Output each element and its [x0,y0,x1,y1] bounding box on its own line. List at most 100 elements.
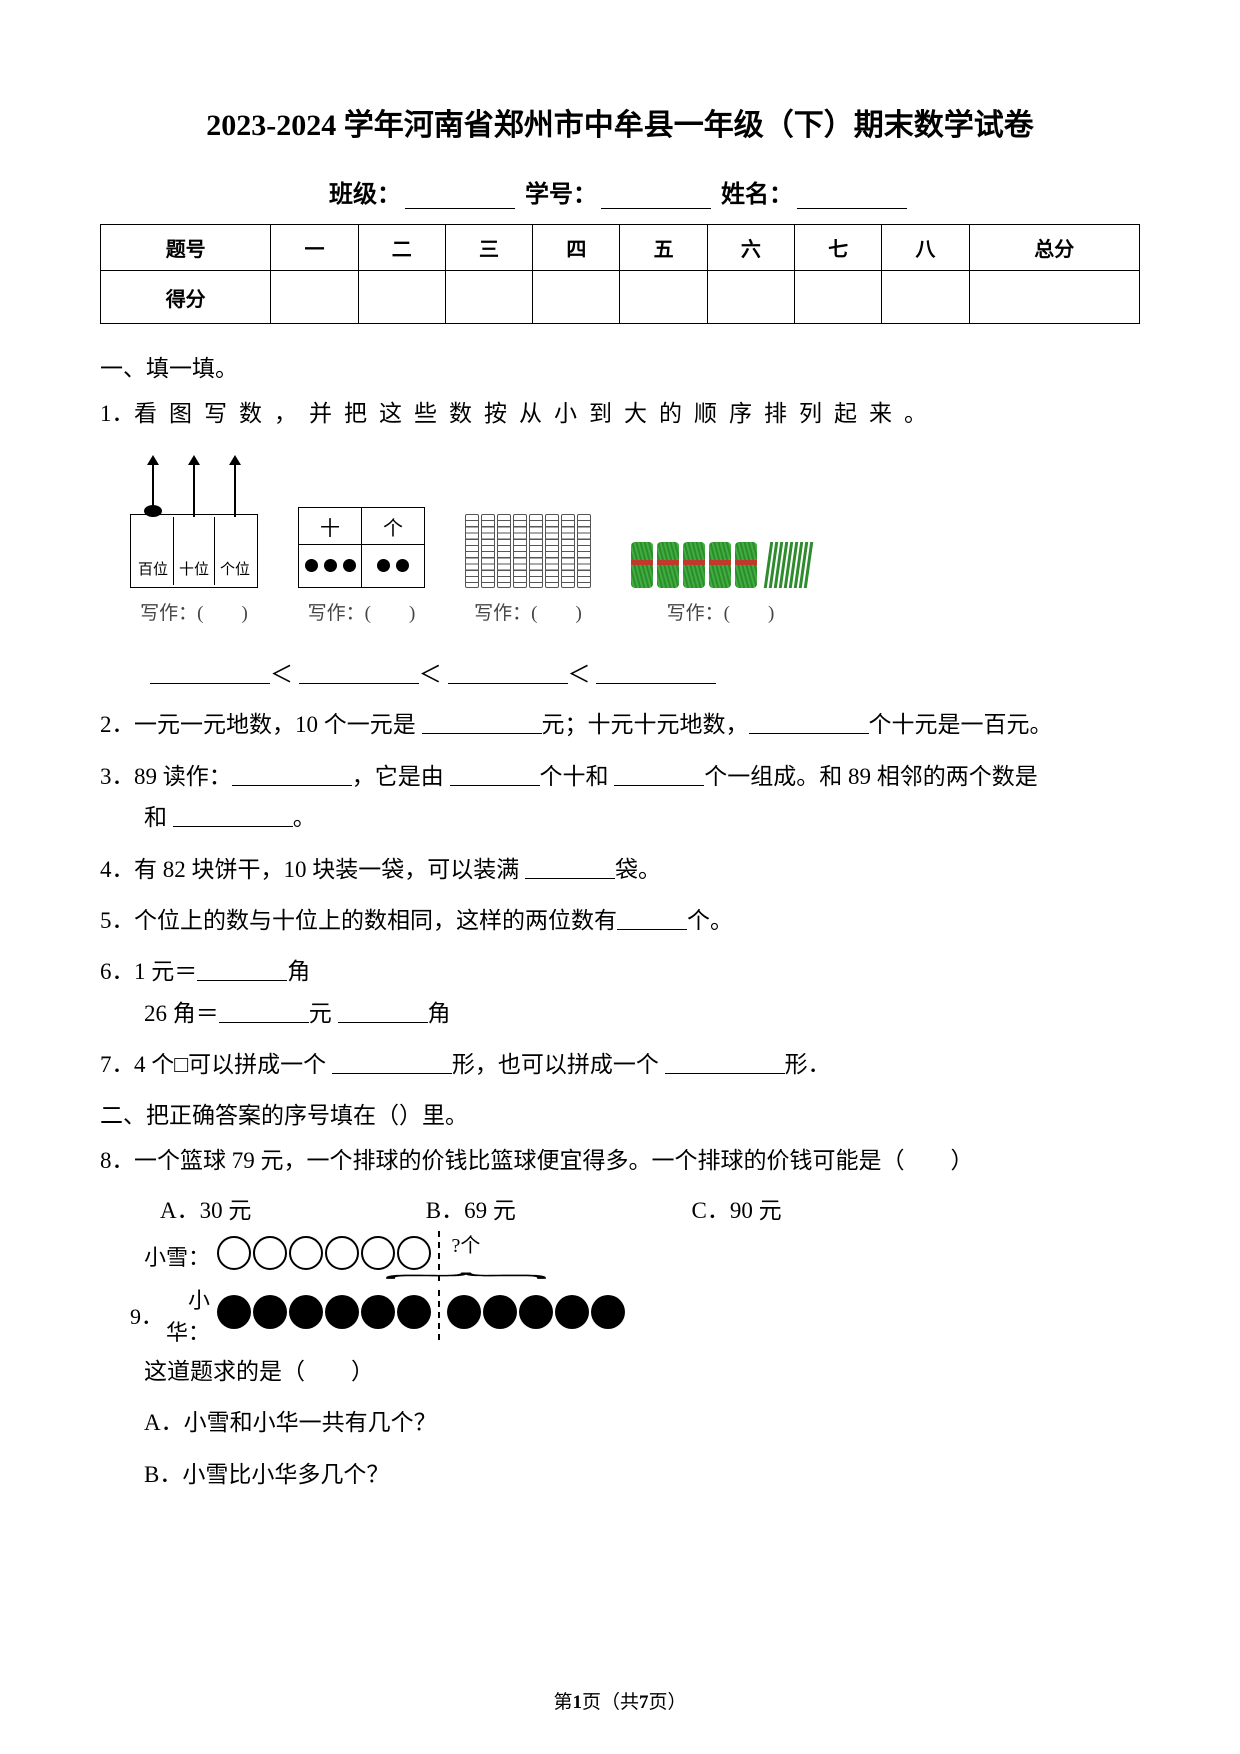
q3-line2: 和 。 [100,797,1140,838]
q7-blank[interactable] [665,1053,785,1074]
brace-icon: ?个 ︷ [446,1233,486,1278]
sticks-icon [631,542,810,588]
ineq-blank[interactable] [150,663,270,684]
score-row-label: 得分 [101,271,271,324]
score-h1: 一 [271,225,358,271]
score-h2: 二 [358,225,445,271]
q9-xiaohua-label: 小华： [158,1283,216,1347]
abacus-icon: 百位 十位 个位 [130,452,258,588]
pv-ones-dots [362,545,425,588]
q1-num: 1． [100,393,134,434]
q1-inequality: ＜ ＜ ＜ [150,655,1140,689]
divider-dash-icon [438,1290,440,1340]
q4-blank[interactable] [525,858,615,879]
q1-write-4: 写作：( ) [667,598,775,625]
question-7: 7．4 个□可以拼成一个 形，也可以拼成一个 形． [100,1044,1140,1085]
q9-num-inline: 9． [130,1299,158,1331]
q5-blank[interactable] [617,909,687,930]
q3-blank[interactable] [173,806,293,827]
score-table: 题号 一 二 三 四 五 六 七 八 总分 得分 [100,224,1140,324]
pv-tens-header: 十 [299,508,362,545]
q2-blank[interactable] [422,713,542,734]
score-cell[interactable] [533,271,620,324]
q1-write-2: 写作：( ) [308,598,416,625]
abacus-col-ones: 个位 [215,558,255,579]
id-label: 学号： [525,182,597,208]
ineq-blank[interactable] [299,663,419,684]
pv-tens-dots [299,545,362,588]
score-cell[interactable] [882,271,969,324]
student-info-line: 班级： 学号： 姓名： [100,174,1140,209]
score-cell[interactable] [794,271,881,324]
q3-blank[interactable] [232,765,352,786]
q1-write-3: 写作：( ) [474,598,582,625]
circles-filled-left-icon [216,1295,432,1335]
score-h5: 五 [620,225,707,271]
q8-opt-a[interactable]: A．30 元 [160,1191,420,1225]
name-blank[interactable] [797,186,907,209]
score-h4: 四 [533,225,620,271]
question-4: 4．有 82 块饼干，10 块装一袋，可以装满 袋。 [100,849,1140,890]
q2-num: 2． [100,704,134,745]
score-h0: 题号 [101,225,271,271]
q8-opt-c[interactable]: C．90 元 [692,1191,952,1225]
question-5: 5．个位上的数与十位上的数相同，这样的两位数有个。 [100,900,1140,941]
name-label: 姓名： [721,182,793,208]
score-cell[interactable] [271,271,358,324]
score-h7: 七 [794,225,881,271]
q1-write-1: 写作：( ) [140,598,248,625]
question-2: 2．一元一元地数，10 个一元是 元；十元十元地数，个十元是一百元。 [100,704,1140,745]
q6-blank[interactable] [197,960,287,981]
q9-opt-b[interactable]: B．小雪比小华多几个？ [100,1454,1140,1495]
abacus-col-tens: 十位 [174,558,214,579]
q7-blank[interactable] [332,1053,452,1074]
ineq-blank[interactable] [448,663,568,684]
q3-blank[interactable] [614,765,704,786]
footer-total: 7 [639,1692,649,1713]
question-3: 3．89 读作：，它是由 个十和 个一组成。和 89 相邻的两个数是 和 。 [100,756,1140,839]
q1-sticks-figure: 写作：( ) [631,542,810,625]
score-h3: 三 [445,225,532,271]
score-value-row: 得分 [101,271,1140,324]
page: 2023-2024 学年河南省郑州市中牟县一年级（下）期末数学试卷 班级： 学号… [0,0,1240,1754]
score-cell[interactable] [620,271,707,324]
q9-row-xiaoxue: 小雪： ?个 ︷ [130,1231,1140,1281]
question-1: 1．看图写数，并把这些数按从小到大的顺序排列起来。 [100,393,1140,434]
q8-opt-b[interactable]: B．69 元 [426,1191,686,1225]
q3-num: 3． [100,756,134,797]
q1-placevalue-figure: 十个 写作：( ) [298,507,425,625]
q8-text: 一个篮球 79 元，一个排球的价钱比篮球便宜得多。一个排球的价钱可能是（ ） [134,1148,974,1173]
q9-figure: 小雪： ?个 ︷ 9． 小华： [130,1231,1140,1347]
score-cell[interactable] [445,271,532,324]
ineq-blank[interactable] [596,663,716,684]
q4-num: 4． [100,849,134,890]
q6-blank[interactable] [338,1002,428,1023]
score-h8: 八 [882,225,969,271]
q5-num: 5． [100,900,134,941]
id-blank[interactable] [601,186,711,209]
score-h9: 总分 [969,225,1139,271]
question-6: 6．1 元＝角 26 角＝元 角 [100,951,1140,1034]
score-cell[interactable] [707,271,794,324]
q8-num: 8． [100,1140,134,1181]
class-blank[interactable] [405,186,515,209]
q1-abacus-figure: 百位 十位 个位 写作：( ) [130,452,258,625]
q9-question: 这道题求的是（ ） [100,1351,1140,1392]
q1-text: 看图写数，并把这些数按从小到大的顺序排列起来。 [134,401,939,426]
q9-row-xiaohua: 9． 小华： [130,1283,1140,1347]
section-1-heading: 一、填一填。 [100,349,1140,383]
q9-opt-a[interactable]: A．小雪和小华一共有几个？ [100,1402,1140,1443]
section-2-heading: 二、把正确答案的序号填在（）里。 [100,1096,1140,1130]
circles-filled-right-icon [446,1295,626,1335]
pv-ones-header: 个 [362,508,425,545]
q6-blank[interactable] [219,1002,309,1023]
q7-num: 7． [100,1044,134,1085]
footer-page: 1 [572,1692,582,1713]
score-cell[interactable] [358,271,445,324]
cubes-icon [465,514,591,588]
q2-blank[interactable] [749,713,869,734]
q3-blank[interactable] [450,765,540,786]
q8-options: A．30 元 B．69 元 C．90 元 [100,1191,1140,1225]
score-cell[interactable] [969,271,1139,324]
q1-cubes-figure: 写作：( ) [465,514,591,625]
